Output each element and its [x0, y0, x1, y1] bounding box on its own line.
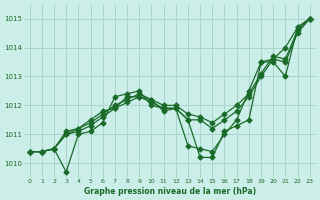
X-axis label: Graphe pression niveau de la mer (hPa): Graphe pression niveau de la mer (hPa)	[84, 187, 256, 196]
